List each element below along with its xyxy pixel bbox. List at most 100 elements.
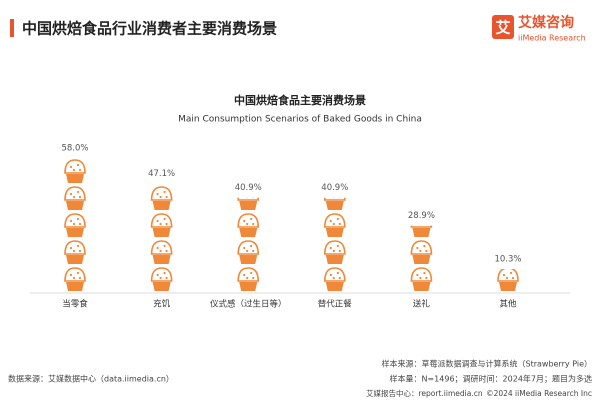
cupcake-dot: [156, 192, 159, 196]
cupcake-wrapper: [325, 201, 344, 210]
cupcake-dot: [78, 168, 82, 172]
cupcake-dot: [336, 217, 339, 221]
cupcake-wrapper: [239, 282, 258, 291]
cupcake-dot: [246, 222, 249, 226]
cupcake-top: [323, 240, 346, 255]
cupcake-dot: [243, 273, 246, 277]
cupcake-dot: [511, 276, 515, 280]
cupcake-dot: [419, 223, 421, 225]
cupcake-dot: [416, 273, 419, 277]
cupcake-dot: [338, 197, 341, 199]
footer-copyright: ©2024 iiMedia Research Inc: [486, 389, 592, 398]
cupcake-dot: [72, 276, 76, 280]
cupcake-top: [64, 240, 86, 255]
cupcake-dot: [329, 219, 332, 223]
cupcake-dot: [336, 271, 339, 275]
cupcake-dot: [425, 249, 428, 253]
cupcake-top: [497, 269, 519, 282]
cupcake-top: [410, 225, 433, 228]
cupcake-wrapper: [325, 282, 344, 291]
cupcake-top: [237, 213, 260, 228]
footer-source: 样本来源：草莓派数据调查与计算系统（Strawberry Pie）: [382, 359, 592, 369]
cupcake-dot: [419, 249, 422, 253]
cupcake-dot: [77, 137, 79, 139]
cupcake-dot: [72, 195, 76, 199]
footer-sample: 样本量：N=1496；调研时间：2024年7月；题目为多选: [390, 374, 593, 384]
cupcake-wrapper: [66, 174, 84, 183]
cupcake-dot: [338, 249, 341, 253]
cupcake-dot: [425, 276, 428, 280]
cupcake-dot: [156, 246, 159, 250]
cupcake-dot: [336, 244, 339, 248]
cupcake-dot: [163, 190, 166, 194]
cupcake-wrapper: [499, 282, 517, 291]
cupcake-dot: [72, 222, 76, 226]
cupcake-dot: [69, 165, 73, 169]
icon-stack: [410, 223, 433, 291]
cupcake-dot: [76, 163, 80, 167]
cupcake-dot: [246, 197, 249, 199]
cupcake-wrapper: [66, 228, 84, 237]
x-tick-label: 替代正餐: [318, 299, 353, 310]
icon-stack: [323, 193, 346, 291]
cupcake-dot: [252, 249, 255, 253]
cupcake-dot: [419, 276, 422, 280]
cupcake-top: [237, 240, 260, 255]
logo-mark: 艾: [495, 19, 510, 37]
icon-stack: [497, 269, 519, 291]
cupcake-dot: [156, 273, 159, 277]
cupcake-dot: [246, 276, 249, 280]
chart-subtitle: Main Consumption Scenarios of Baked Good…: [178, 115, 422, 125]
cupcake-top: [323, 267, 346, 282]
cupcake-top: [323, 213, 346, 228]
chart-title: 中国烘焙食品主要消费场景: [234, 93, 366, 107]
cupcake-dot: [76, 190, 80, 194]
cupcake-dot: [330, 193, 332, 195]
cupcake-dot: [76, 217, 80, 221]
cupcake-dot: [416, 246, 419, 250]
value-label: 47.1%: [148, 169, 175, 179]
cupcake-dot: [69, 273, 73, 277]
cupcake-dot: [78, 276, 82, 280]
cupcake-dot: [159, 249, 162, 253]
cupcake-top: [237, 197, 260, 201]
cupcake-top: [410, 240, 433, 255]
cupcake-dot: [159, 222, 162, 226]
cupcake-dot: [250, 271, 253, 275]
x-tick-label: 充饥: [153, 299, 171, 310]
cupcake-dot: [246, 249, 249, 253]
cupcake-dot: [423, 271, 426, 275]
cupcake-dot: [165, 195, 168, 199]
cupcake-wrapper: [66, 201, 84, 210]
cupcake-dot: [329, 273, 332, 277]
cupcake-dot: [502, 273, 506, 277]
cupcake-top: [150, 213, 173, 228]
cupcake-top: [150, 240, 173, 255]
cupcake-dot: [165, 276, 168, 280]
cupcake-dot: [69, 246, 73, 250]
cupcake-wrapper: [325, 228, 344, 237]
cupcake-wrapper: [412, 255, 431, 264]
cupcake-dot: [509, 271, 513, 275]
cupcake-wrapper: [152, 201, 171, 210]
value-label: 28.9%: [408, 211, 435, 221]
cupcake-dot: [69, 192, 73, 196]
cupcake-dot: [164, 164, 166, 166]
cupcake-dot: [338, 222, 341, 226]
cupcake-dot: [165, 249, 168, 253]
cupcake-top: [150, 267, 173, 282]
cupcake-dot: [72, 168, 76, 172]
cupcake-wrapper: [239, 255, 258, 264]
cupcake-dot: [250, 217, 253, 221]
cupcake-wrapper: [66, 255, 84, 264]
cupcake-top: [237, 267, 260, 282]
value-label: 10.3%: [494, 255, 521, 265]
cupcake-dot: [163, 271, 166, 275]
cupcake-dot: [338, 276, 341, 280]
x-tick-label: 仪式感（过生日等）: [210, 299, 287, 310]
cupcake-wrapper: [66, 282, 84, 291]
icon-stack: [150, 164, 173, 291]
cupcake-dot: [72, 249, 76, 253]
value-label: 40.9%: [321, 183, 348, 193]
cupcake-dot: [163, 217, 166, 221]
